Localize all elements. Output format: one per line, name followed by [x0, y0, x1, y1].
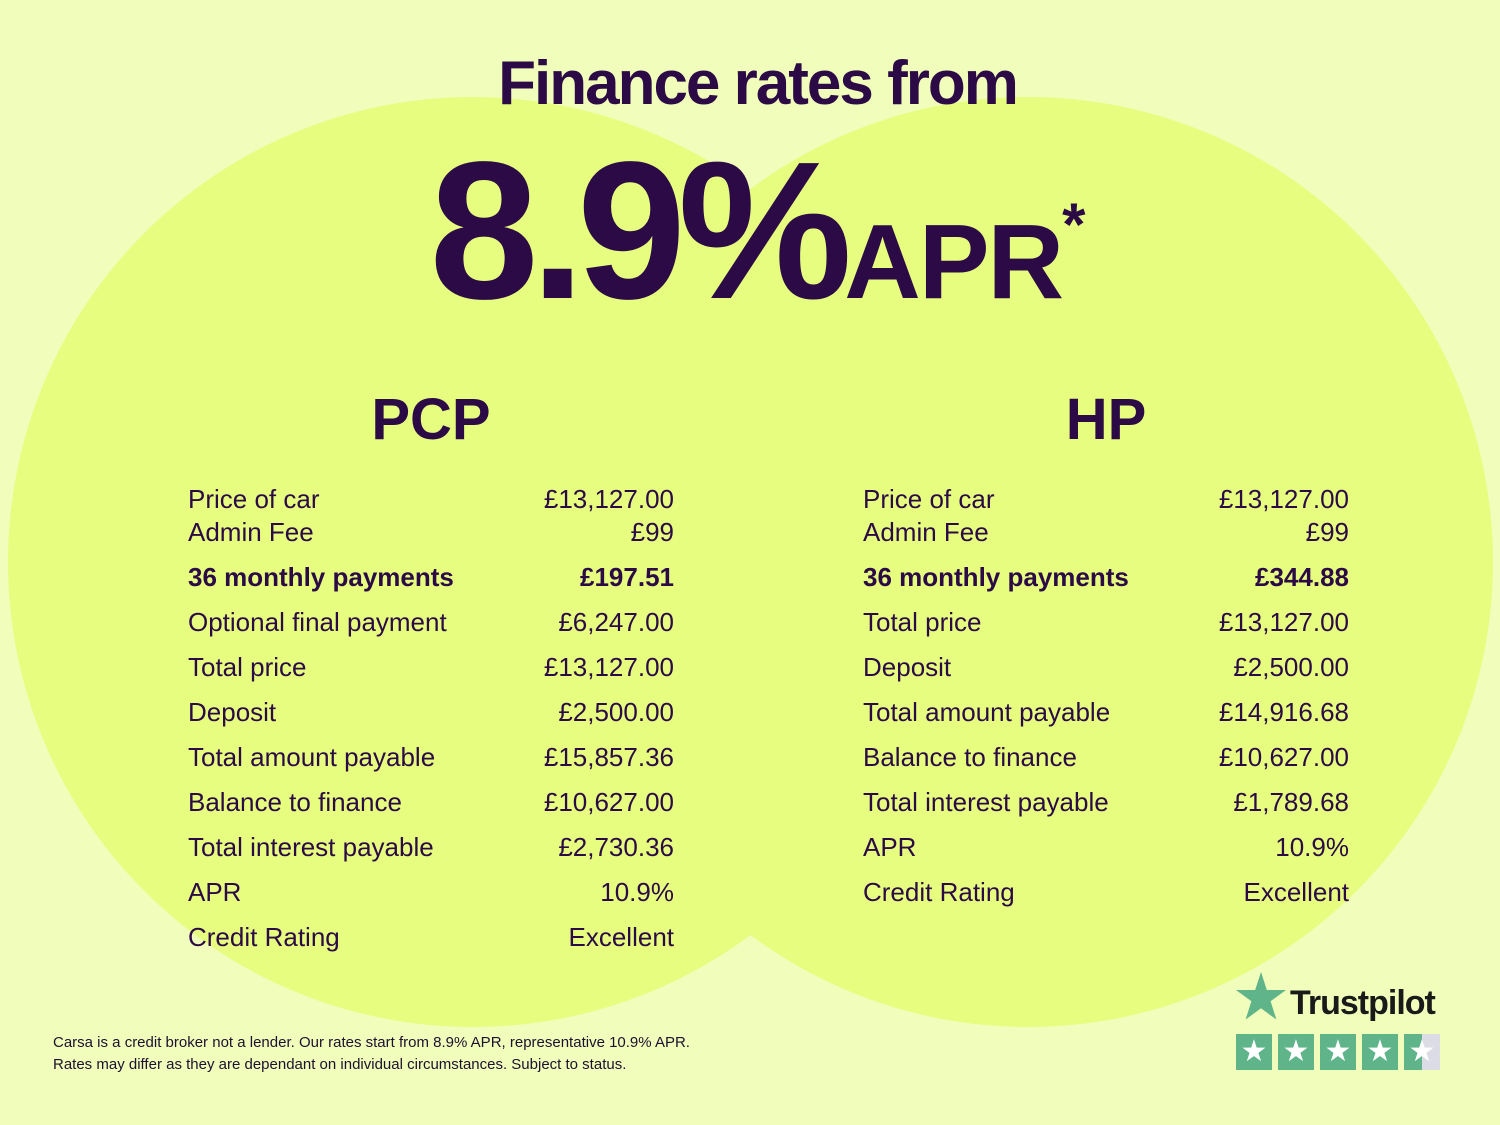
- row-label: APR: [188, 877, 242, 907]
- table-row: Deposit £2,500.00: [188, 696, 674, 741]
- row-label: Deposit: [188, 697, 277, 727]
- table-row: Admin Fee £99: [188, 516, 674, 561]
- headline-title: Finance rates from: [498, 49, 1019, 118]
- row-value: 10.9%: [600, 877, 674, 907]
- rate-value: 8.9%: [429, 121, 853, 340]
- table-row: Deposit £2,500.00: [863, 651, 1349, 696]
- table-row: 36 monthly payments £344.88: [863, 561, 1349, 606]
- row-label: Admin Fee: [188, 517, 314, 547]
- asterisk: *: [1062, 191, 1086, 258]
- row-label: Price of car: [863, 484, 995, 514]
- row-label: Admin Fee: [863, 517, 989, 547]
- table-row: Balance to finance £10,627.00: [188, 786, 674, 831]
- row-label: Deposit: [863, 652, 952, 682]
- table-row: APR 10.9%: [188, 876, 674, 921]
- pcp-table: Price of car £13,127.00 Admin Fee £99 36 mon…: [188, 483, 674, 966]
- right-circle: [563, 97, 1493, 1027]
- pcp-column: PCP Price of car £13,127.00 Admin Fee £99 36…: [188, 385, 674, 966]
- row-value: £99: [1305, 517, 1349, 547]
- hp-heading: HP: [1065, 387, 1147, 452]
- table-row: Total price £13,127.00: [863, 606, 1349, 651]
- rate-suffix: APR: [844, 203, 1064, 321]
- trustpilot-name: Trustpilot: [1290, 984, 1436, 1022]
- row-label: 36 monthly payments: [188, 562, 454, 592]
- star-icon: ★: [1236, 1034, 1272, 1070]
- pcp-heading: PCP: [371, 387, 491, 452]
- row-value: £13,127.00: [543, 652, 674, 682]
- table-row: Balance to finance £10,627.00: [863, 741, 1349, 786]
- row-value: £344.88: [1255, 562, 1349, 592]
- row-value: £10,627.00: [1218, 742, 1349, 772]
- star-icon: ★: [1404, 1034, 1440, 1070]
- row-value: £2,500.00: [558, 697, 674, 727]
- row-value: £1,789.68: [1233, 787, 1349, 817]
- row-label: Balance to finance: [188, 787, 402, 817]
- headline-rate: 8.9%APR*: [0, 118, 1500, 343]
- star-icon: ★: [1362, 1034, 1398, 1070]
- row-value: 10.9%: [1275, 832, 1349, 862]
- table-row: Price of car £13,127.00: [863, 483, 1349, 516]
- table-row: Price of car £13,127.00: [188, 483, 674, 516]
- row-value: £14,916.68: [1218, 697, 1349, 727]
- table-row: APR 10.9%: [863, 831, 1349, 876]
- table-row: Total price £13,127.00: [188, 651, 674, 696]
- row-value: £197.51: [580, 562, 674, 592]
- row-value: £15,857.36: [543, 742, 674, 772]
- row-label: Optional final payment: [188, 607, 447, 637]
- table-row: Credit Rating Excellent: [188, 921, 674, 966]
- row-label: Credit Rating: [863, 877, 1015, 907]
- trustpilot-rating: ★ ★ ★ ★ ★: [1236, 1034, 1440, 1070]
- row-value: Excellent: [568, 922, 675, 952]
- row-value: £13,127.00: [1218, 484, 1349, 514]
- row-value: £2,730.36: [558, 832, 674, 862]
- table-row: Credit Rating Excellent: [863, 876, 1349, 921]
- row-value: £13,127.00: [1218, 607, 1349, 637]
- star-icon: ★: [1278, 1034, 1314, 1070]
- row-label: APR: [863, 832, 917, 862]
- row-label: Total interest payable: [863, 787, 1109, 817]
- row-value: £2,500.00: [1233, 652, 1349, 682]
- disclaimer-line-1: Carsa is a credit broker not a lender. O…: [53, 1034, 690, 1051]
- row-value: £10,627.00: [543, 787, 674, 817]
- row-label: Total price: [863, 607, 982, 637]
- table-row: Total amount payable £15,857.36: [188, 741, 674, 786]
- disclaimer-line-2: Rates may differ as they are dependant o…: [53, 1056, 627, 1073]
- table-row: Admin Fee £99: [863, 516, 1349, 561]
- table-row: Total interest payable £1,789.68: [863, 786, 1349, 831]
- row-label: 36 monthly payments: [863, 562, 1129, 592]
- row-value: £99: [630, 517, 674, 547]
- row-label: Credit Rating: [188, 922, 340, 952]
- row-value: Excellent: [1243, 877, 1350, 907]
- row-label: Total amount payable: [188, 742, 436, 772]
- row-label: Total amount payable: [863, 697, 1111, 727]
- trustpilot-star-icon: [1236, 972, 1286, 1020]
- table-row: 36 monthly payments £197.51: [188, 561, 674, 606]
- row-label: Balance to finance: [863, 742, 1077, 772]
- table-row: Optional final payment £6,247.00: [188, 606, 674, 651]
- table-row: Total amount payable £14,916.68: [863, 696, 1349, 741]
- hp-table: Price of car £13,127.00 Admin Fee £99 36 mon…: [863, 483, 1349, 921]
- row-label: Total interest payable: [188, 832, 434, 862]
- row-value: £13,127.00: [543, 484, 674, 514]
- star-icon: ★: [1320, 1034, 1356, 1070]
- row-label: Total price: [188, 652, 307, 682]
- table-row: Total interest payable £2,730.36: [188, 831, 674, 876]
- row-label: Price of car: [188, 484, 320, 514]
- row-value: £6,247.00: [558, 607, 674, 637]
- disclaimer: Carsa is a credit broker not a lender. O…: [53, 1032, 690, 1076]
- hp-column: HP Price of car £13,127.00 Admin Fee £99 36 …: [863, 385, 1349, 921]
